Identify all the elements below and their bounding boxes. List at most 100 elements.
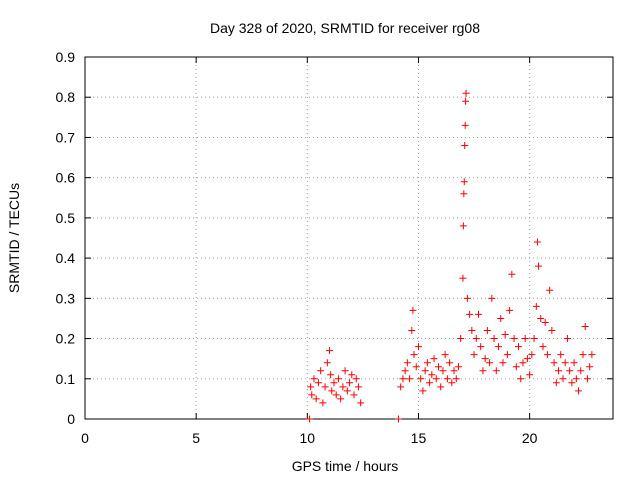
data-point [508, 270, 516, 278]
data-point [450, 367, 458, 375]
data-point [461, 141, 469, 149]
data-point [533, 238, 541, 246]
data-point [462, 89, 470, 97]
data-point [348, 371, 356, 379]
data-point [586, 363, 594, 371]
data-point [430, 355, 438, 363]
data-point [327, 371, 335, 379]
data-point [459, 222, 467, 230]
data-point [495, 343, 503, 351]
data-point [441, 351, 449, 359]
x-tick-label: 20 [522, 430, 538, 446]
data-point [490, 335, 498, 343]
data-point [461, 121, 469, 129]
data-point [412, 363, 420, 371]
data-point [346, 379, 354, 387]
y-tick-label: 0.3 [56, 290, 76, 306]
x-tick-label: 10 [300, 430, 316, 446]
data-point [330, 379, 338, 387]
data-point [588, 351, 596, 359]
x-axis-label: GPS time / hours [292, 458, 399, 474]
data-point [548, 327, 556, 335]
data-point [521, 335, 529, 343]
data-point [479, 367, 487, 375]
data-point [337, 395, 345, 403]
data-points [306, 89, 596, 423]
data-point [472, 335, 480, 343]
data-point [492, 367, 500, 375]
data-point [454, 363, 462, 371]
data-point [417, 375, 425, 383]
data-point [460, 178, 468, 186]
data-point [497, 314, 505, 322]
data-point [499, 359, 507, 367]
data-point [506, 306, 514, 314]
y-tick-label: 0.6 [56, 170, 76, 186]
data-point [307, 383, 315, 391]
data-point [434, 363, 442, 371]
data-point [563, 335, 571, 343]
data-point [437, 383, 445, 391]
data-point [343, 387, 351, 395]
data-point [339, 383, 347, 391]
data-point [537, 314, 545, 322]
data-point [528, 351, 536, 359]
data-point [474, 310, 482, 318]
data-point [457, 335, 465, 343]
data-point [552, 379, 560, 387]
data-point [448, 379, 456, 387]
data-point [541, 318, 549, 326]
data-point [510, 335, 518, 343]
y-tick-label: 0.8 [56, 89, 76, 105]
data-point [519, 359, 527, 367]
data-point [452, 375, 460, 383]
data-point [462, 97, 470, 105]
data-point [314, 379, 322, 387]
data-point [577, 367, 585, 375]
data-point [561, 359, 569, 367]
data-point [341, 367, 349, 375]
data-point [581, 322, 589, 330]
x-tick-label: 0 [81, 430, 89, 446]
data-point [406, 375, 414, 383]
data-point [481, 355, 489, 363]
data-point [572, 375, 580, 383]
data-point [403, 359, 411, 367]
data-point [555, 367, 563, 375]
data-point [350, 391, 358, 399]
chart-title: Day 328 of 2020, SRMTID for receiver rg0… [210, 20, 480, 36]
data-point [477, 343, 485, 351]
data-point [517, 375, 525, 383]
data-point [419, 387, 427, 395]
x-tick-label: 15 [411, 430, 427, 446]
data-point [426, 379, 434, 387]
data-point [312, 395, 320, 403]
data-point [460, 190, 468, 198]
y-tick-label: 0.9 [56, 49, 76, 65]
y-tick-label: 0.7 [56, 129, 76, 145]
y-tick-label: 0.4 [56, 250, 76, 266]
data-point [468, 327, 476, 335]
data-point [439, 367, 447, 375]
data-point [532, 302, 540, 310]
data-point [397, 383, 405, 391]
y-tick-label: 0.1 [56, 371, 76, 387]
data-point [535, 262, 543, 270]
data-point [326, 347, 334, 355]
data-point [503, 351, 511, 359]
data-point [575, 387, 583, 395]
data-point [394, 415, 402, 423]
data-point [414, 343, 422, 351]
data-point [354, 383, 362, 391]
gridlines [85, 57, 613, 419]
data-point [410, 351, 418, 359]
data-point [399, 375, 407, 383]
data-point [568, 379, 576, 387]
data-point [526, 371, 534, 379]
x-tick-label: 5 [192, 430, 200, 446]
data-point [466, 310, 474, 318]
data-point [321, 383, 329, 391]
data-point [463, 294, 471, 302]
